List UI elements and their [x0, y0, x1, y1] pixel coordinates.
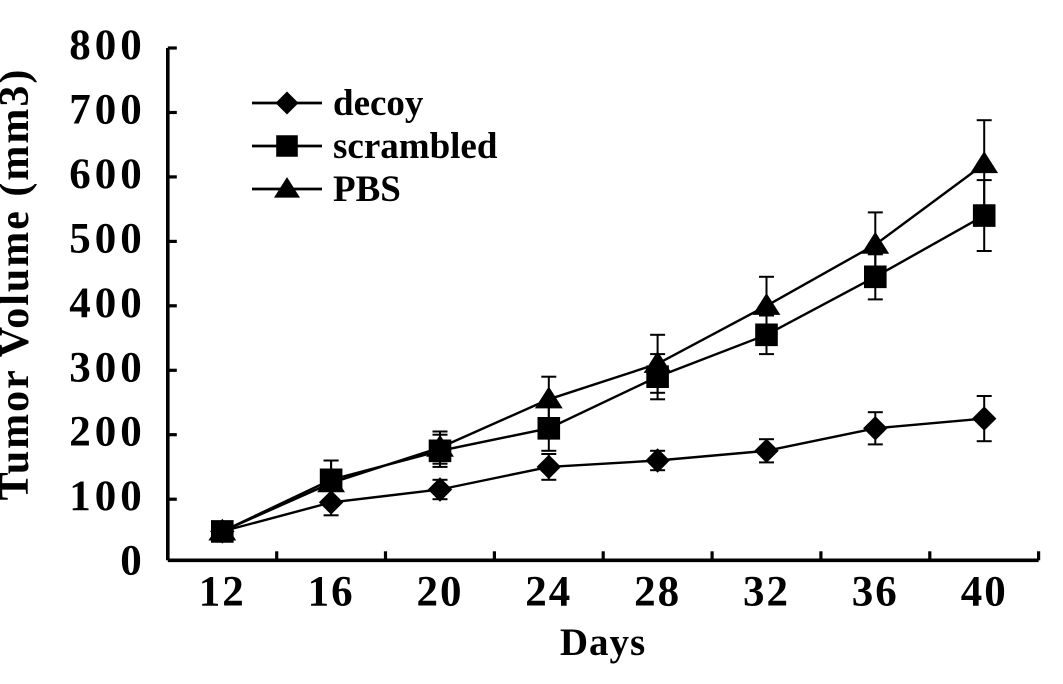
svg-text:16: 16 — [308, 568, 355, 615]
svg-text:36: 36 — [852, 568, 899, 615]
svg-text:800: 800 — [69, 22, 146, 69]
svg-text:32: 32 — [743, 568, 790, 615]
svg-text:600: 600 — [69, 151, 146, 198]
svg-text:300: 300 — [69, 344, 146, 391]
svg-text:500: 500 — [69, 215, 146, 262]
svg-text:100: 100 — [69, 473, 146, 520]
svg-text:Tumor Volume (mm3): Tumor Volume (mm3) — [0, 68, 38, 501]
svg-text:40: 40 — [961, 568, 1008, 615]
svg-text:scrambled: scrambled — [333, 126, 498, 167]
svg-text:decoy: decoy — [333, 83, 424, 124]
svg-text:400: 400 — [69, 280, 146, 327]
svg-text:Days: Days — [560, 621, 646, 664]
svg-text:28: 28 — [634, 568, 681, 615]
svg-text:200: 200 — [69, 409, 146, 456]
svg-text:24: 24 — [525, 568, 572, 615]
svg-text:12: 12 — [199, 568, 246, 615]
svg-text:20: 20 — [417, 568, 464, 615]
svg-text:700: 700 — [69, 87, 146, 134]
svg-text:PBS: PBS — [333, 169, 401, 210]
svg-text:0: 0 — [120, 538, 146, 585]
